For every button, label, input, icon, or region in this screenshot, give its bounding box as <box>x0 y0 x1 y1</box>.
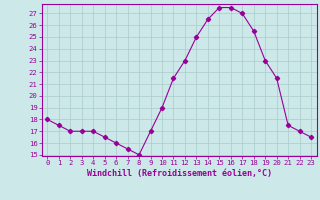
X-axis label: Windchill (Refroidissement éolien,°C): Windchill (Refroidissement éolien,°C) <box>87 169 272 178</box>
